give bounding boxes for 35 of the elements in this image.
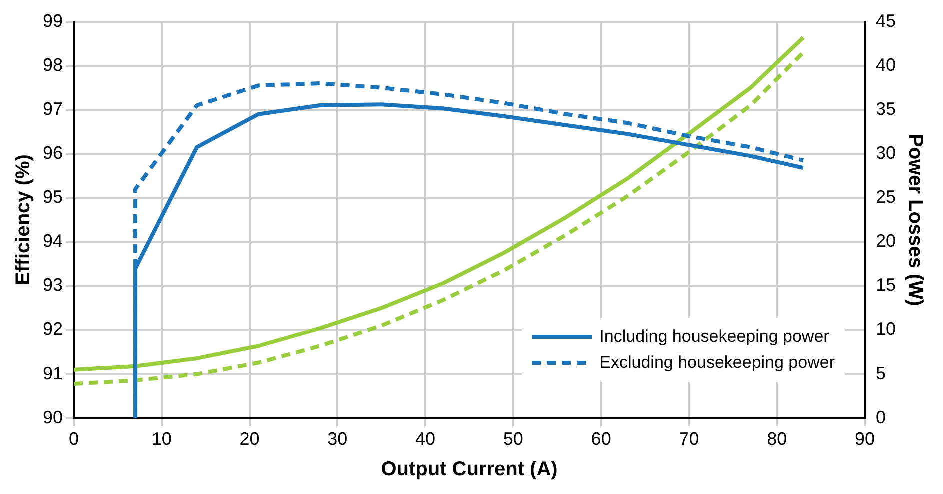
y-tick-label: 96 [42,142,64,163]
y-tick-label: 98 [42,54,64,75]
y2-axis-title: Power Losses (W) [904,134,926,306]
y2-tick-label: 35 [876,98,896,119]
x-tick-label: 40 [416,429,436,450]
y2-tick-label: 40 [876,54,896,75]
x-tick-label: 0 [69,429,80,450]
x-axis-title: Output Current (A) [381,458,558,481]
y-tick-label: 99 [42,10,64,31]
x-tick-label: 20 [240,429,260,450]
x-tick-label: 30 [328,429,348,450]
y2-tick-label: 25 [876,187,896,208]
y2-tick-label: 30 [876,142,896,163]
y-tick-label: 93 [42,275,64,296]
y-tick-label: 90 [42,407,64,428]
y-tick-label: 92 [42,319,64,340]
y2-tick-label: 20 [876,231,896,252]
x-tick-label: 60 [591,429,612,450]
y-axis-title: Efficiency (%) [12,154,35,286]
legend-label: Excluding housekeeping power [600,352,835,374]
y-tick-label: 97 [42,98,64,119]
y2-tick-label: 10 [876,319,896,340]
y2-tick-label: 45 [876,10,896,31]
x-tick-label: 90 [854,429,875,450]
x-tick-label: 10 [152,429,172,450]
y-tick-label: 91 [42,363,64,384]
y2-tick-label: 15 [876,275,896,296]
y-tick-label: 94 [42,231,64,252]
legend-label: Including housekeeping power [600,326,830,348]
y2-tick-label: 0 [876,407,886,428]
x-tick-label: 70 [679,429,700,450]
x-tick-label: 80 [767,429,788,450]
y2-tick-label: 5 [876,363,886,384]
x-tick-label: 50 [503,429,524,450]
y-tick-label: 95 [42,187,64,208]
